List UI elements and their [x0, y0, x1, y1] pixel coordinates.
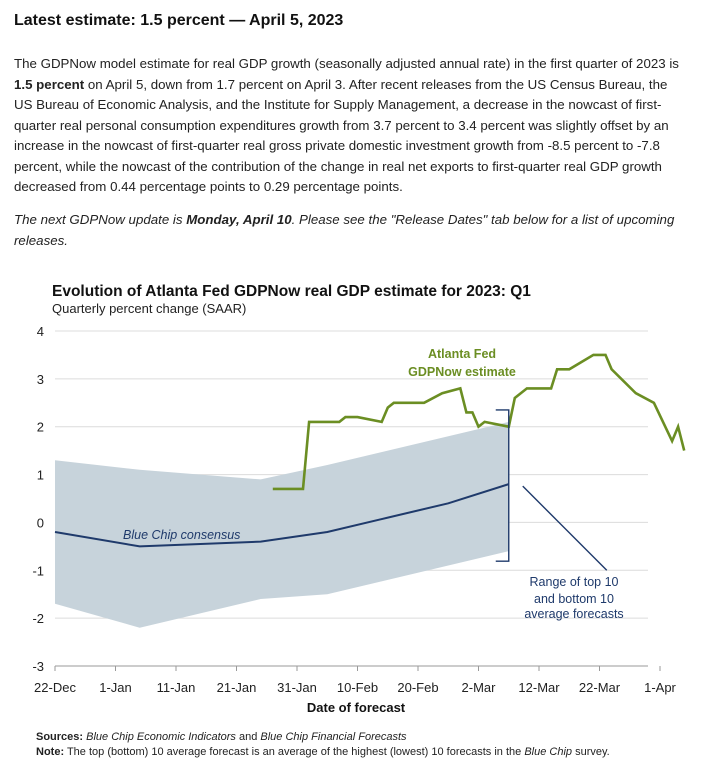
gdpnow-label-line1: Atlanta Fed	[428, 347, 496, 361]
forecast-range-band	[55, 421, 509, 628]
range-bracket	[495, 409, 510, 562]
estimate-paragraph: The GDPNow model estimate for real GDP g…	[14, 54, 686, 198]
x-tick-label: 2-Mar	[462, 680, 497, 695]
headline: Latest estimate: 1.5 percent — April 5, …	[14, 12, 344, 29]
blue-chip-line	[54, 483, 510, 548]
sources-label: Sources:	[36, 731, 84, 743]
y-tick-label: -2	[32, 611, 44, 626]
y-tick-label: 2	[37, 420, 44, 435]
x-axis-label: Date of forecast	[307, 700, 406, 715]
x-tick-label: 22-Dec	[34, 680, 76, 695]
x-tick-label: 12-Mar	[518, 680, 560, 695]
y-tick-label: 4	[37, 324, 44, 339]
source-1: Blue Chip Economic Indicators	[86, 731, 236, 743]
y-tick-label: 3	[37, 372, 44, 387]
update-paragraph: The next GDPNow update is Monday, April …	[14, 210, 686, 251]
x-tick-label: 1-Jan	[99, 680, 132, 695]
note-end: survey.	[572, 746, 610, 758]
chart-title: Evolution of Atlanta Fed GDPNow real GDP…	[52, 283, 531, 300]
bluechip-label: Blue Chip consensus	[123, 528, 240, 542]
y-axis-ticks: -3 -2 -1 0 1 2 3 4	[32, 324, 44, 674]
sources-and: and	[235, 731, 261, 743]
x-tick-label: 11-Jan	[157, 680, 196, 695]
gdpnow-label-line2: GDPNow estimate	[408, 365, 516, 379]
gdpnow-line	[272, 353, 686, 491]
source-2: Blue Chip Financial Forecasts	[260, 731, 407, 743]
x-tick-label: 1-Apr	[644, 680, 676, 695]
sources-footnote: Sources: Blue Chip Economic Indicators a…	[36, 731, 407, 743]
x-tick-label: 21-Jan	[217, 680, 257, 695]
paragraph-text: on April 5, down from 1.7 percent on Apr…	[14, 76, 669, 195]
paragraph-text: The GDPNow model estimate for real GDP g…	[14, 56, 679, 71]
range-pointer-line	[522, 485, 608, 571]
update-text: The next GDPNow update is	[14, 212, 187, 227]
note-footnote: Note: The top (bottom) 10 average foreca…	[36, 746, 610, 758]
update-text: . Please see the "Release Dates" tab bel…	[14, 212, 675, 248]
y-tick-label: 1	[37, 468, 44, 483]
chart-subtitle: Quarterly percent change (SAAR)	[52, 301, 247, 316]
range-label-line1: Range of top 10	[530, 575, 619, 589]
y-tick-label: -1	[32, 563, 44, 578]
estimate-value: 1.5 percent	[14, 76, 85, 92]
x-tick-label: 31-Jan	[277, 680, 317, 695]
x-axis-ticks: 22-Dec 1-Jan 11-Jan 21-Jan 31-Jan 10-Feb 20-Fe…	[34, 666, 677, 695]
note-label: Note:	[36, 746, 65, 758]
update-date: Monday, April 10	[186, 212, 292, 227]
y-tick-label: 0	[37, 515, 44, 530]
range-label-line2: and bottom 10	[534, 592, 614, 606]
x-tick-label: 20-Feb	[397, 680, 438, 695]
note-text: The top (bottom) 10 average forecast is …	[64, 746, 525, 758]
x-tick-label: 10-Feb	[337, 680, 378, 695]
y-tick-label: -3	[32, 659, 44, 674]
x-tick-label: 22-Mar	[579, 680, 621, 695]
range-label-line3: average forecasts	[524, 607, 623, 621]
note-italic: Blue Chip	[524, 746, 573, 758]
